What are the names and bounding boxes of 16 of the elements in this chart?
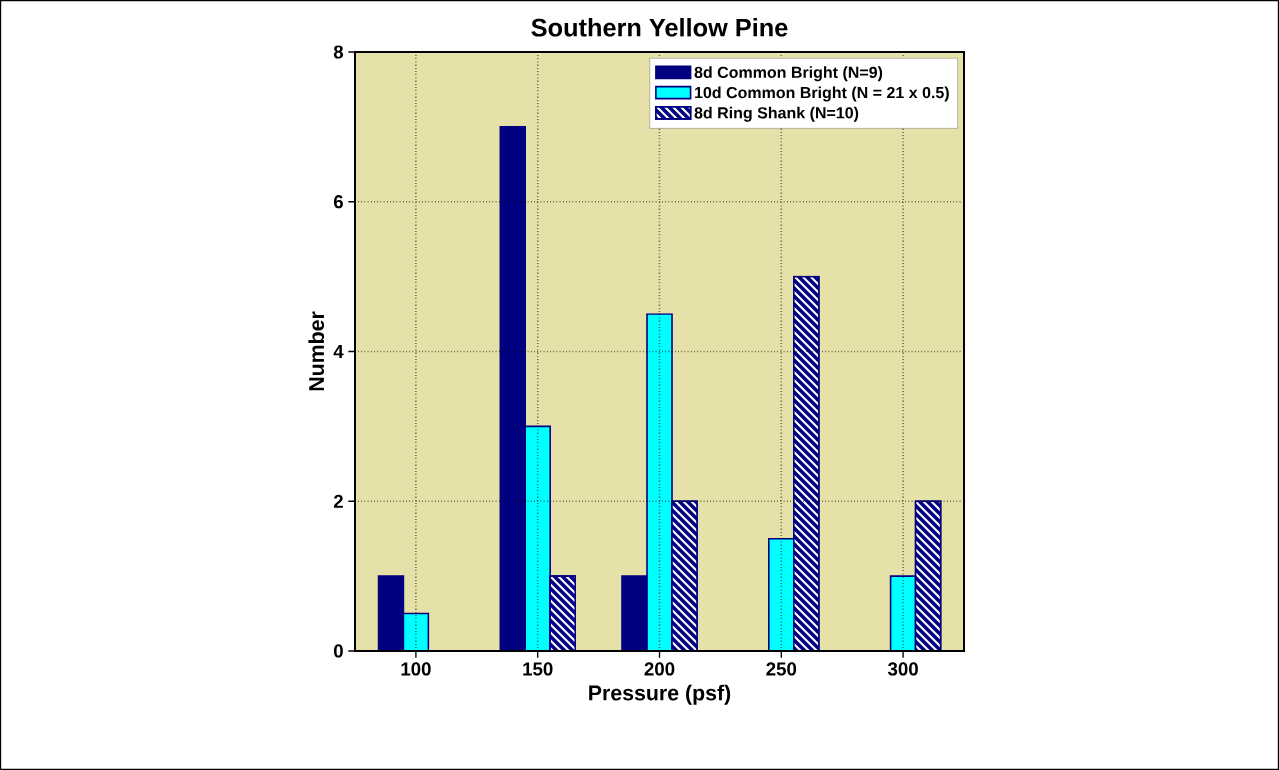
x-tick-label: 150 — [523, 662, 553, 676]
y-tick-label: 6 — [333, 195, 343, 209]
x-tick-label: 250 — [766, 662, 797, 676]
x-tick-label: 200 — [644, 662, 675, 676]
y-tick-label: 2 — [333, 494, 343, 508]
y-tick-label: 8 — [333, 45, 344, 59]
legend-label: 10d Common Bright (N = 21 x 0.5) — [695, 86, 949, 102]
x-tick-label: 100 — [401, 662, 431, 676]
legend-label: 8d Common Bright (N=9) — [694, 66, 883, 82]
y-axis-title: Number — [308, 311, 325, 391]
legend-label: 8d Ring Shank (N=10) — [694, 106, 859, 122]
x-axis-title: Pressure (psf) — [589, 684, 731, 705]
chart-title: Southern Yellow Pine — [531, 18, 788, 37]
y-tick-label: 4 — [333, 345, 344, 358]
y-tick-label: 0 — [333, 644, 343, 658]
x-tick-label: 300 — [887, 662, 918, 676]
